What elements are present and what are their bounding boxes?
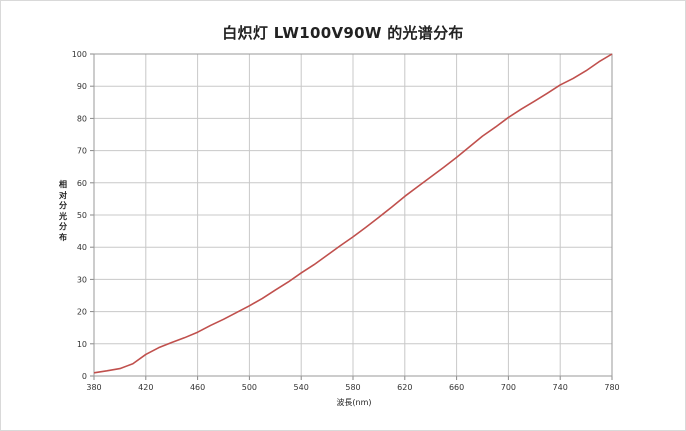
y-tick-label: 70	[77, 147, 87, 156]
y-tick-label: 40	[77, 243, 87, 252]
y-tick-label: 0	[82, 372, 87, 381]
y-axis-label: 相对分光分布	[59, 180, 67, 242]
y-tick-label: 10	[77, 340, 87, 349]
plot-border	[93, 53, 613, 377]
y-tick-label: 80	[77, 114, 87, 123]
x-tick-label: 420	[138, 383, 153, 392]
chart-title: 白炽灯 LW100V90W 的光谱分布	[222, 24, 464, 42]
x-tick-label: 780	[604, 383, 619, 392]
y-tick-label: 50	[77, 211, 87, 220]
series-layer	[93, 53, 613, 374]
x-tick-label: 620	[397, 383, 412, 392]
x-tick-label: 580	[345, 383, 360, 392]
x-tick-label: 380	[86, 383, 101, 392]
y-tick-labels: 0 10 20 30 40 50 60 70 80 90 100	[72, 50, 87, 381]
y-tick-label: 20	[77, 308, 87, 317]
x-tick-label: 500	[242, 383, 257, 392]
x-tick-label: 700	[501, 383, 516, 392]
x-tick-label: 540	[294, 383, 309, 392]
y-tick-label: 90	[77, 82, 87, 91]
y-tick-label: 100	[72, 50, 87, 59]
series-line	[93, 53, 613, 374]
y-tick-label: 30	[77, 275, 87, 284]
x-tick-label: 460	[190, 383, 205, 392]
y-tick-label: 60	[77, 179, 87, 188]
x-tick-labels: 380 420 460 500 540 580 620 660 700 740 780	[86, 383, 619, 392]
x-tick-label: 660	[449, 383, 464, 392]
x-axis-label: 波長(nm)	[336, 398, 372, 407]
x-tick-label: 740	[553, 383, 568, 392]
grid-lines	[90, 53, 613, 380]
